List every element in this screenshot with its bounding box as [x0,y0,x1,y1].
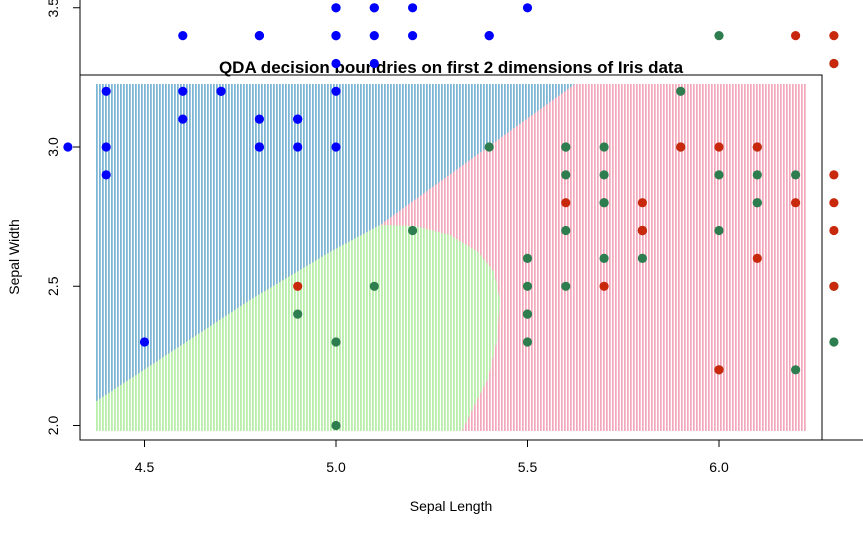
point-versicolor [599,253,609,263]
point-versicolor [714,30,724,41]
point-versicolor [331,420,341,431]
point-setosa [369,30,379,41]
point-setosa [331,30,341,41]
point-setosa [254,142,264,152]
point-versicolor [522,253,533,263]
point-virginica [829,281,839,291]
point-setosa [331,58,341,69]
point-versicolor [752,198,762,208]
point-versicolor [561,170,571,180]
y-axis: 2.02.53.03.54.0 [45,0,81,436]
point-setosa [408,3,418,13]
point-setosa [408,30,418,41]
point-setosa [254,114,264,124]
point-virginica [829,30,839,41]
point-virginica [676,142,686,152]
point-virginica [752,253,762,263]
point-virginica [791,30,801,41]
point-setosa [369,3,379,13]
point-versicolor [829,337,839,347]
point-versicolor [714,170,724,180]
point-versicolor [484,142,494,152]
point-versicolor [561,142,571,152]
point-setosa [522,3,533,13]
point-virginica [293,281,303,291]
point-setosa [178,114,188,124]
point-versicolor [676,86,686,96]
y-tick-label: 2.0 [45,416,61,436]
point-versicolor [561,225,571,236]
point-versicolor [522,337,533,347]
point-virginica [752,142,762,152]
point-setosa [331,142,341,152]
region-setosa [95,84,575,402]
point-setosa [101,170,111,180]
point-versicolor [752,170,762,180]
point-virginica [637,198,648,208]
point-versicolor [522,309,533,319]
point-versicolor [791,365,801,375]
point-versicolor [637,253,648,263]
point-versicolor [408,225,418,236]
point-virginica [637,225,648,236]
point-setosa [369,58,379,69]
region-versicolor [95,225,500,431]
point-virginica [561,198,571,208]
point-setosa [293,142,303,152]
point-virginica [791,198,801,208]
x-tick-label: 6.0 [709,459,729,475]
point-setosa [331,86,341,96]
point-virginica [714,365,724,375]
point-versicolor [293,309,303,319]
point-virginica [829,225,839,236]
point-setosa [331,3,341,13]
point-versicolor [599,198,609,208]
decision-regions [95,84,806,431]
point-versicolor [714,225,724,236]
y-axis-label: Sepal Width [6,219,22,294]
point-virginica [714,142,724,152]
point-setosa [178,30,188,41]
point-versicolor [599,170,609,180]
x-tick-label: 5.0 [326,459,346,475]
point-setosa [101,86,111,96]
point-setosa [139,337,150,347]
x-tick-label: 5.5 [518,459,538,475]
y-tick-label: 3.0 [45,137,61,157]
point-setosa [216,86,226,96]
chart-title: QDA decision boundries on first 2 dimens… [219,58,684,77]
point-virginica [829,58,839,69]
point-setosa [63,142,73,152]
point-versicolor [791,170,801,180]
x-axis: 4.55.05.56.06.57.07.58.0 [135,439,863,475]
point-virginica [829,198,839,208]
point-versicolor [369,281,379,291]
point-versicolor [522,281,533,291]
point-setosa [178,86,188,96]
point-virginica [829,170,839,180]
x-axis-label: Sepal Length [410,498,493,514]
point-versicolor [331,337,341,347]
data-points [63,3,839,431]
point-virginica [599,281,609,291]
point-setosa [293,114,303,124]
y-tick-label: 2.5 [45,276,61,296]
point-setosa [254,30,264,41]
point-setosa [484,30,494,41]
point-versicolor [561,281,571,291]
y-tick-label: 3.5 [45,0,61,17]
point-versicolor [599,142,609,152]
x-tick-label: 4.5 [135,459,155,475]
point-setosa [101,142,111,152]
